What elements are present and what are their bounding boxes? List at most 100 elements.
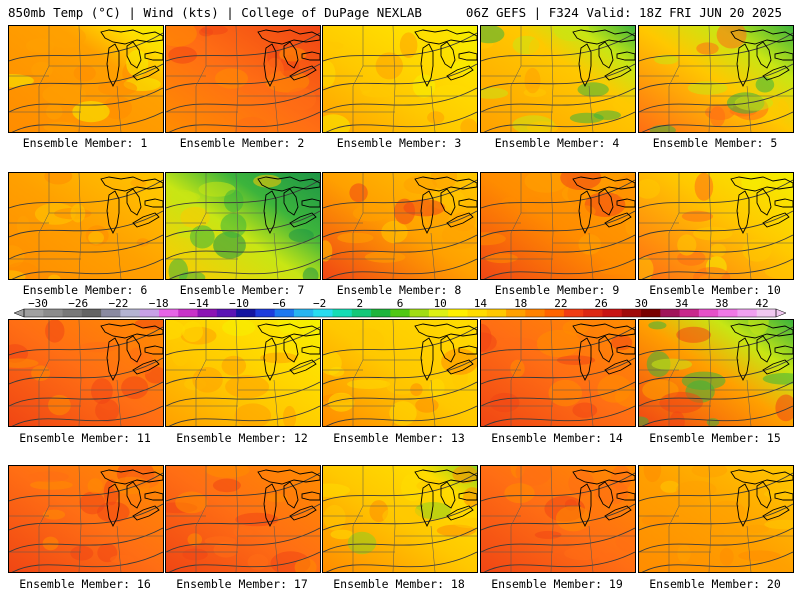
- temperature-patch: [215, 68, 248, 89]
- height-contour: [639, 179, 793, 209]
- temperature-patch: [719, 547, 734, 566]
- height-contour: [639, 357, 793, 385]
- ensemble-map: [166, 466, 320, 572]
- lake-outline: [126, 481, 142, 509]
- height-contour: [9, 32, 163, 62]
- lake-outline: [414, 323, 477, 339]
- lake-outline: [100, 469, 163, 485]
- lake-outline: [616, 345, 635, 355]
- ensemble-member-label: Ensemble Member: 16: [19, 577, 151, 591]
- temperature-patch: [526, 121, 559, 132]
- colorbar-tick-label: 22: [554, 297, 567, 310]
- ensemble-map: [166, 173, 320, 279]
- colorbar-swatch: [756, 309, 777, 317]
- temperature-patch: [723, 528, 743, 537]
- colorbar-swatch: [255, 309, 276, 317]
- lake-outline: [446, 212, 474, 228]
- height-contour: [12, 405, 163, 426]
- colorbar-swatch: [81, 309, 102, 317]
- state-border: [708, 466, 712, 572]
- lake-outline: [257, 469, 320, 485]
- temperature-patch: [524, 173, 568, 193]
- ensemble-map: [166, 26, 320, 132]
- lake-outline: [756, 188, 772, 216]
- lake-outline: [572, 29, 635, 45]
- lake-outline: [446, 359, 474, 375]
- height-contour: [481, 527, 635, 553]
- height-contour: [639, 210, 793, 238]
- temperature-patch: [349, 183, 368, 203]
- temperature-patch: [260, 352, 299, 364]
- temperature-patch: [548, 379, 583, 407]
- temperature-patch: [282, 405, 297, 426]
- temperature-patch: [659, 391, 704, 414]
- lake-outline: [774, 345, 793, 355]
- colorbar-tick-label: −30: [28, 297, 48, 310]
- state-border: [273, 525, 279, 572]
- state-border: [235, 320, 239, 426]
- temperature-patch: [359, 78, 373, 94]
- height-contour: [166, 326, 320, 356]
- temperature-patch: [43, 121, 80, 132]
- temperature-patch: [433, 84, 472, 100]
- colorbar-swatch: [371, 309, 391, 317]
- height-contour: [323, 357, 477, 385]
- ensemble-map-panel: [165, 25, 321, 133]
- lake-outline: [762, 65, 790, 81]
- colorbar-swatch: [409, 309, 430, 317]
- ensemble-map: [323, 173, 477, 279]
- temperature-patch: [285, 87, 317, 111]
- height-contour: [9, 87, 163, 113]
- ensemble-map-panel: [480, 172, 636, 280]
- colorbar-tick-label: −2: [313, 297, 326, 310]
- height-contour: [481, 210, 635, 238]
- ensemble-member-label: Ensemble Member: 17: [176, 577, 308, 591]
- ensemble-member-label: Ensemble Member: 15: [649, 431, 781, 445]
- lake-outline: [257, 29, 320, 45]
- height-contour: [166, 357, 320, 385]
- temperature-patch: [9, 358, 39, 368]
- lake-outline: [446, 505, 474, 521]
- temperature-patch: [323, 483, 351, 497]
- height-contour: [12, 111, 163, 132]
- temperature-patch: [414, 502, 451, 520]
- lake-outline: [289, 65, 317, 81]
- temperature-patch: [46, 103, 63, 120]
- state-border: [746, 232, 752, 279]
- lake-outline: [616, 51, 635, 61]
- lake-outline: [578, 483, 592, 528]
- state-border: [78, 173, 82, 279]
- colorbar-swatch: [698, 309, 719, 317]
- colorbar-swatch: [737, 309, 758, 317]
- lake-outline: [730, 469, 793, 485]
- lake-outline: [420, 337, 434, 382]
- ensemble-map: [323, 320, 477, 426]
- state-border: [430, 379, 436, 426]
- ensemble-map: [9, 320, 163, 426]
- height-contour: [9, 210, 163, 238]
- temperature-patch: [612, 97, 635, 113]
- height-contour: [169, 111, 320, 132]
- temperature-patch: [277, 320, 297, 334]
- height-contour: [481, 87, 635, 113]
- ensemble-member-label: Ensemble Member: 8: [336, 283, 462, 297]
- ensemble-member-label: Ensemble Member: 13: [333, 431, 465, 445]
- temperature-patch: [481, 332, 497, 353]
- colorbar-swatch: [525, 309, 546, 317]
- temperature-patch: [137, 188, 163, 209]
- temperature-patch: [266, 493, 289, 503]
- temperature-patch: [564, 546, 602, 561]
- height-contour: [639, 381, 793, 407]
- lake-outline: [458, 491, 477, 501]
- height-contour: [323, 32, 477, 62]
- temperature-patch: [73, 65, 96, 82]
- lake-outline: [301, 345, 320, 355]
- temperature-patch: [481, 232, 506, 246]
- temperature-patch: [279, 47, 307, 62]
- lake-outline: [730, 176, 793, 192]
- height-contour: [323, 179, 477, 209]
- lake-outline: [446, 65, 474, 81]
- temperature-patch: [639, 416, 649, 426]
- lake-outline: [440, 41, 456, 69]
- colorbar-tick-label: 14: [474, 297, 488, 310]
